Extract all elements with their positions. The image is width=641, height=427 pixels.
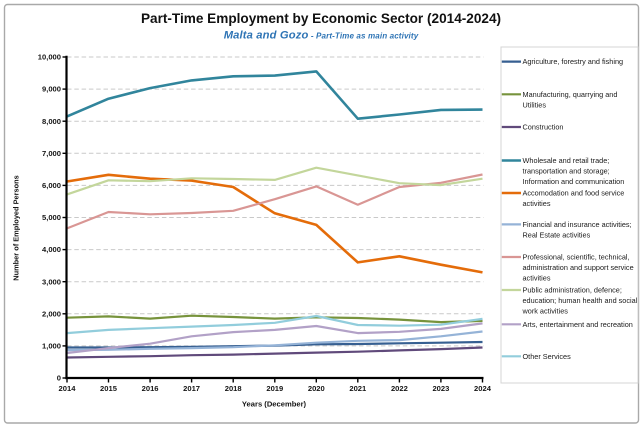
svg-text:2018: 2018 — [225, 384, 242, 393]
svg-text:activities: activities — [523, 273, 551, 282]
svg-text:activities: activities — [523, 199, 551, 208]
svg-text:7,000: 7,000 — [42, 149, 61, 158]
svg-text:2015: 2015 — [100, 384, 118, 393]
svg-text:0: 0 — [57, 374, 61, 383]
svg-text:Malta and Gozo - Part-Time as: Malta and Gozo - Part-Time as main activ… — [224, 30, 419, 42]
svg-text:2020: 2020 — [308, 384, 325, 393]
svg-text:Manufacturing, quarrying and: Manufacturing, quarrying and — [523, 90, 618, 99]
svg-text:Wholesale and retail trade;: Wholesale and retail trade; — [523, 156, 610, 165]
svg-text:Construction: Construction — [523, 123, 564, 132]
svg-text:5,000: 5,000 — [42, 213, 61, 222]
svg-text:2023: 2023 — [432, 384, 449, 393]
svg-text:2014: 2014 — [59, 384, 77, 393]
svg-text:2017: 2017 — [183, 384, 200, 393]
svg-text:education; human health and so: education; human health and social — [523, 296, 638, 305]
svg-text:2021: 2021 — [349, 384, 367, 393]
svg-text:2019: 2019 — [266, 384, 283, 393]
svg-text:1,000: 1,000 — [42, 342, 61, 351]
svg-text:Other Services: Other Services — [523, 352, 572, 361]
svg-text:Arts, entertainment and recrea: Arts, entertainment and recreation — [523, 320, 633, 329]
svg-text:Part-Time Employment by Econom: Part-Time Employment by Economic Sector … — [141, 11, 501, 26]
svg-text:2016: 2016 — [142, 384, 159, 393]
svg-text:4,000: 4,000 — [42, 245, 61, 254]
svg-text:10,000: 10,000 — [38, 53, 61, 62]
svg-text:8,000: 8,000 — [42, 117, 61, 126]
svg-text:work activities: work activities — [522, 306, 569, 315]
svg-text:Agriculture, forestry and fish: Agriculture, forestry and fishing — [523, 57, 624, 66]
svg-text:Number of Employed Persons: Number of Employed Persons — [12, 175, 21, 281]
svg-text:2,000: 2,000 — [42, 309, 61, 318]
svg-text:Utilities: Utilities — [523, 100, 547, 109]
svg-text:3,000: 3,000 — [42, 277, 61, 286]
svg-text:2022: 2022 — [391, 384, 408, 393]
svg-text:Professional, scientific, tech: Professional, scientific, technical, — [523, 253, 630, 262]
svg-text:Real Estate activities: Real Estate activities — [523, 230, 591, 239]
svg-text:Financial and insurance activi: Financial and insurance activities; — [523, 220, 632, 229]
svg-text:Public administration, defence: Public administration, defence; — [523, 286, 622, 295]
svg-text:2024: 2024 — [474, 384, 492, 393]
svg-text:transportation and storage;: transportation and storage; — [523, 167, 610, 176]
svg-text:Information and communication: Information and communication — [523, 177, 625, 186]
svg-text:administration and support ser: administration and support service — [523, 263, 634, 272]
svg-text:Years (December): Years (December) — [242, 400, 307, 409]
svg-text:9,000: 9,000 — [42, 85, 61, 94]
svg-text:6,000: 6,000 — [42, 181, 61, 190]
svg-text:Accomodation and food service: Accomodation and food service — [523, 189, 625, 198]
